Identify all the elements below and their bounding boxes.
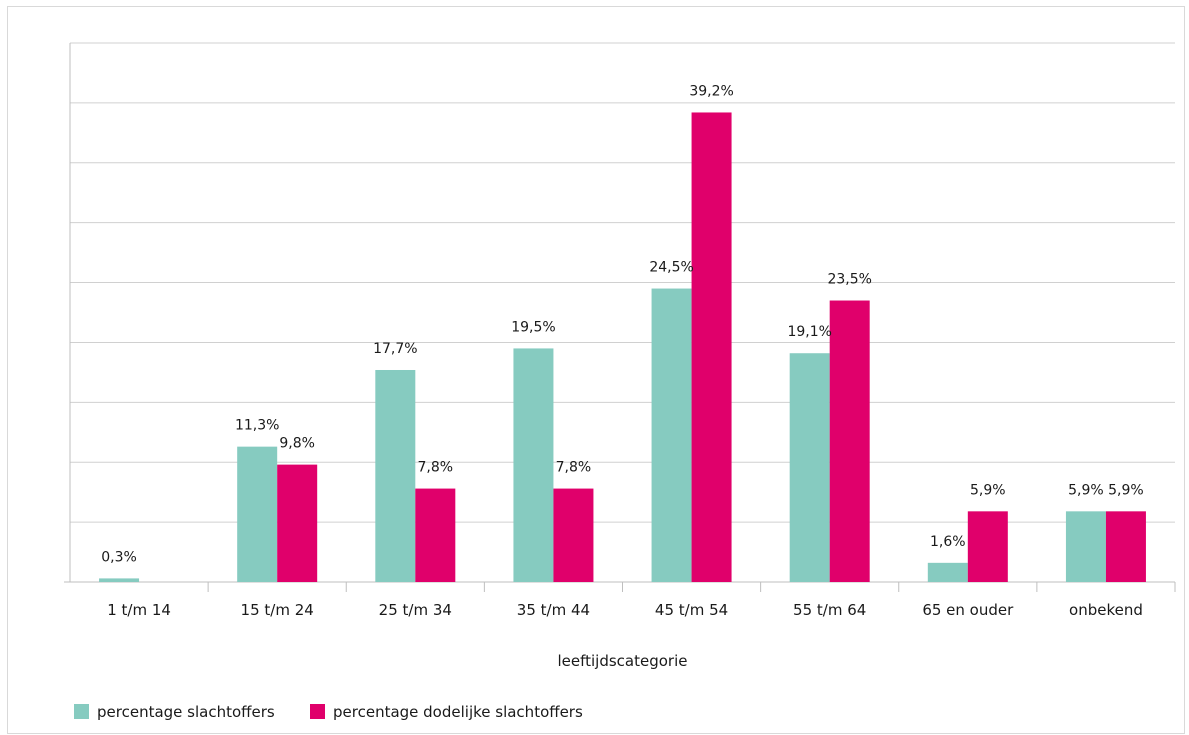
data-label: 11,3%	[235, 418, 279, 434]
data-label: 5,9%	[1108, 482, 1144, 498]
bar-slachtoffers	[237, 446, 278, 582]
data-label: 7,8%	[556, 460, 592, 476]
x-tick-label: 65 en ouder	[922, 601, 1014, 619]
x-tick-label: 15 t/m 24	[241, 601, 314, 619]
bar-slachtoffers	[651, 288, 692, 582]
chart-frame	[7, 6, 1185, 734]
x-tick-label: 45 t/m 54	[655, 601, 728, 619]
x-tick-label: onbekend	[1069, 601, 1143, 619]
bar-slachtoffers	[99, 578, 140, 582]
bar-dodelijke-slachtoffers	[1105, 511, 1146, 582]
bar-slachtoffers	[1065, 511, 1106, 582]
bar-dodelijke-slachtoffers	[967, 511, 1008, 582]
x-tick-label: 55 t/m 64	[793, 601, 866, 619]
x-tick-label: 1 t/m 14	[107, 601, 171, 619]
data-label: 0,3%	[101, 549, 137, 565]
data-label: 9,8%	[279, 436, 315, 452]
data-label: 5,9%	[1068, 482, 1104, 498]
x-tick-label: 25 t/m 34	[379, 601, 452, 619]
legend-label: percentage dodelijke slachtoffers	[333, 703, 583, 721]
legend-swatch	[74, 704, 89, 719]
legend-label: percentage slachtoffers	[97, 703, 275, 721]
bar-dodelijke-slachtoffers	[277, 464, 318, 582]
data-labels: 0,3% 11,3%9,8% 17,7% 7,8% 19,5% 7,8% 24,5% 39,2…	[101, 83, 1143, 565]
data-label: 19,5%	[511, 319, 555, 335]
bar-dodelijke-slachtoffers	[829, 300, 870, 582]
data-label: 23,5%	[827, 272, 871, 288]
legend-swatch	[310, 704, 325, 719]
bar-slachtoffers	[927, 562, 968, 582]
bar-slachtoffers	[789, 353, 830, 582]
bar-dodelijke-slachtoffers	[415, 488, 456, 582]
data-label: 19,1%	[787, 324, 831, 340]
x-tick-label: 35 t/m 44	[517, 601, 590, 619]
legend: percentage slachtoffers percentage dodeli…	[74, 703, 583, 721]
bar-dodelijke-slachtoffers	[553, 488, 594, 582]
data-label: 39,2%	[689, 83, 733, 99]
x-axis-title: leeftijdscategorie	[557, 652, 687, 670]
bar-dodelijke-slachtoffers	[691, 112, 732, 583]
gridlines	[64, 42, 1175, 583]
data-label: 24,5%	[649, 260, 693, 276]
data-label: 17,7%	[373, 341, 417, 357]
bars	[99, 112, 1146, 583]
data-label: 5,9%	[970, 482, 1006, 498]
bar-slachtoffers	[375, 369, 416, 582]
data-label: 7,8%	[418, 460, 454, 476]
bar-slachtoffers	[513, 348, 554, 582]
data-label: 1,6%	[930, 534, 966, 550]
x-axis: 1 t/m 14 15 t/m 24 25 t/m 34 35 t/m 44 45 t/…	[107, 582, 1176, 619]
